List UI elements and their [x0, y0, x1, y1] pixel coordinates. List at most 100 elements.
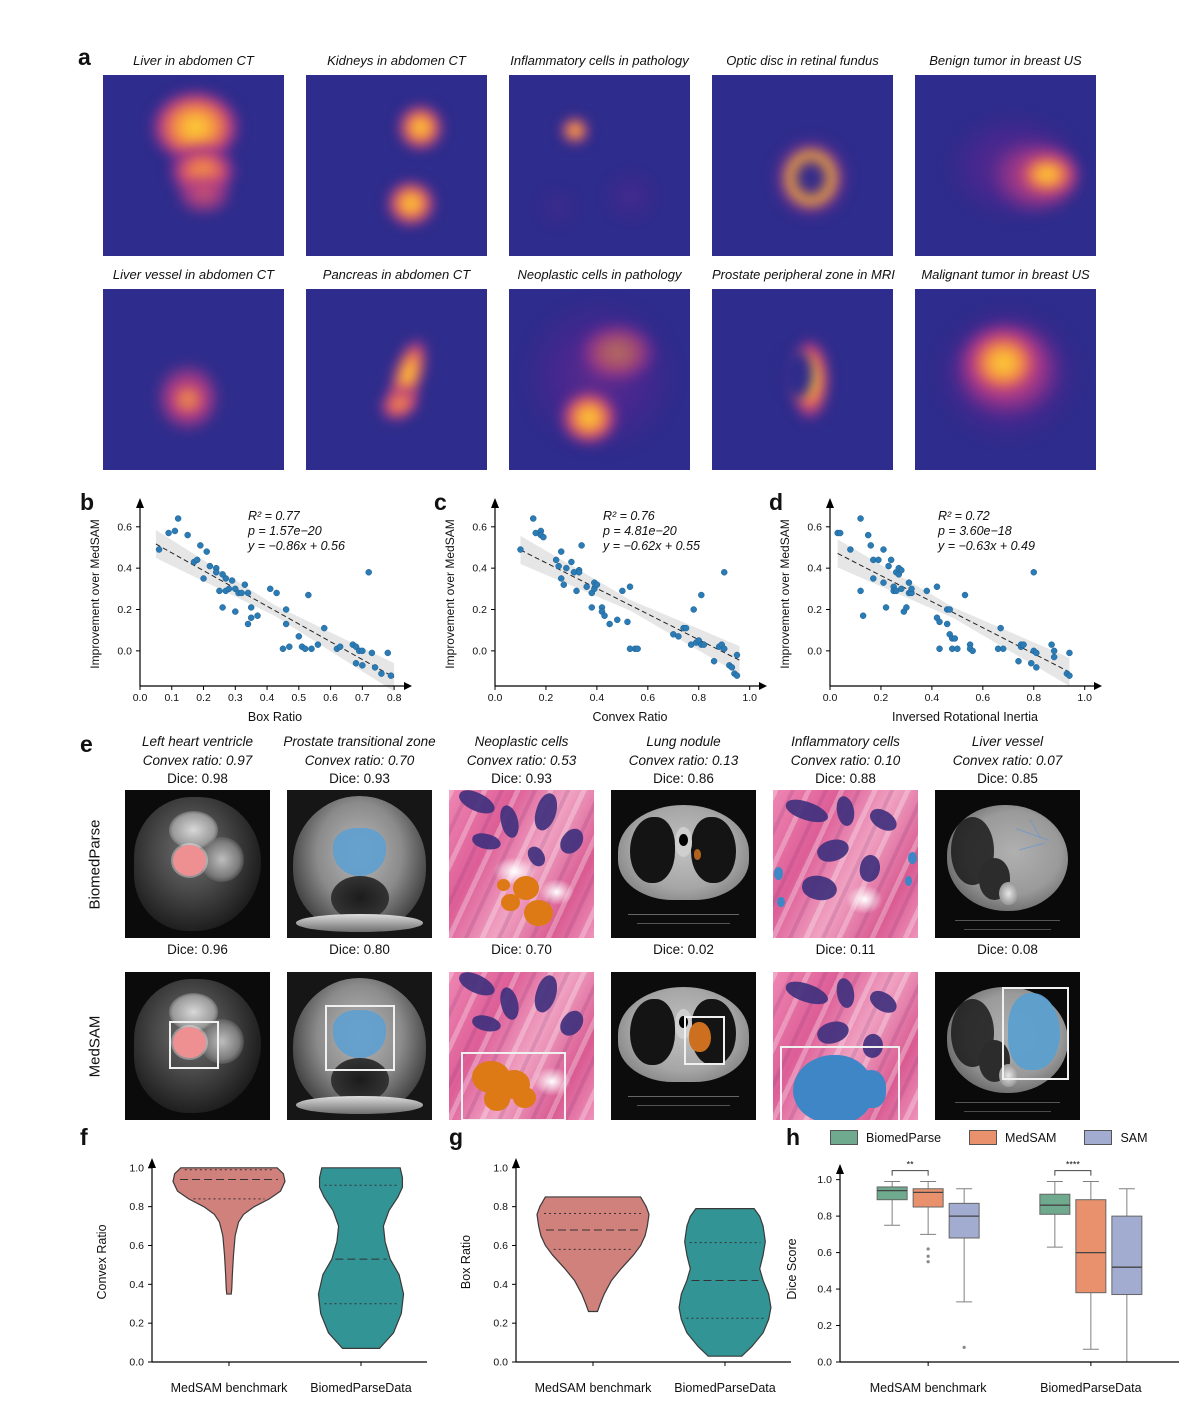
- panel-g-letter: g: [449, 1124, 464, 1150]
- svg-text:0.6: 0.6: [807, 521, 822, 533]
- svg-text:0.6: 0.6: [641, 692, 656, 704]
- heatmap-malignant-tumor-in-breast-us: [915, 289, 1096, 470]
- medsam-neoplastic-cells-image: [449, 972, 594, 1120]
- svg-text:0.4: 0.4: [817, 1284, 832, 1296]
- e-col-header: Lung nodule Convex ratio: 0.13 Dice: 0.8…: [628, 734, 739, 787]
- svg-text:Inversed Rotational Inertia: Inversed Rotational Inertia: [892, 710, 1038, 724]
- dice-score-legend: BiomedParse MedSAM SAM: [830, 1130, 1148, 1145]
- svg-text:0.3: 0.3: [228, 692, 243, 704]
- svg-text:1.0: 1.0: [1077, 692, 1092, 704]
- svg-text:0.8: 0.8: [817, 1211, 832, 1223]
- svg-text:0.6: 0.6: [129, 1240, 144, 1252]
- svg-text:Box Ratio: Box Ratio: [459, 1235, 473, 1289]
- violin-box-ratio: 0.0 0.2 0.4 0.6 0.8 1.0 MedSAM benchmark Biomed…: [456, 1148, 801, 1405]
- heatmap-title-inflammatory: Inflammatory cells in pathology: [510, 53, 689, 68]
- svg-text:p = 4.81e−20: p = 4.81e−20: [602, 524, 677, 538]
- medsam-inflammatory-cells-image: [773, 972, 918, 1120]
- heatmap-title-liver: Liver in abdomen CT: [133, 53, 254, 68]
- svg-text:p = 3.60e−18: p = 3.60e−18: [937, 524, 1012, 538]
- svg-text:0.8: 0.8: [387, 692, 402, 704]
- heatmap-title-liver-vessel: Liver vessel in abdomen CT: [112, 267, 275, 282]
- svg-text:**: **: [907, 1160, 915, 1170]
- heatmap-title-kidneys: Kidneys in abdomen CT: [327, 53, 466, 68]
- violin-convex-ratio: 0.0 0.2 0.4 0.6 0.8 1.0 MedSAM benchmark Biomed…: [92, 1148, 437, 1405]
- heatmap-title-neoplastic: Neoplastic cells in pathology: [517, 267, 682, 282]
- svg-text:0.0: 0.0: [807, 645, 822, 657]
- svg-text:y = −0.63x + 0.49: y = −0.63x + 0.49: [937, 539, 1035, 553]
- heatmap-pancreas-in-abdomen-ct: [306, 289, 487, 470]
- heatmap-title-malignant-tumor: Malignant tumor in breast US: [921, 267, 1090, 282]
- svg-text:Improvement over MedSAM: Improvement over MedSAM: [88, 519, 102, 668]
- svg-text:0.0: 0.0: [117, 645, 132, 657]
- dice-label: Dice: 0.08: [977, 942, 1038, 957]
- svg-text:0.6: 0.6: [323, 692, 338, 704]
- svg-text:1.0: 1.0: [493, 1162, 508, 1174]
- svg-text:0.4: 0.4: [493, 1279, 508, 1291]
- svg-text:0.2: 0.2: [117, 604, 132, 616]
- svg-text:0.4: 0.4: [807, 563, 822, 575]
- svg-text:BiomedParseData: BiomedParseData: [674, 1381, 775, 1395]
- svg-text:0.0: 0.0: [817, 1357, 832, 1369]
- medsam-left-heart-ventricle-image: [125, 972, 270, 1120]
- svg-text:R² = 0.72: R² = 0.72: [938, 509, 990, 523]
- svg-text:0.6: 0.6: [493, 1240, 508, 1252]
- legend-item-sam: SAM: [1084, 1130, 1148, 1145]
- svg-text:0.2: 0.2: [493, 1318, 508, 1330]
- svg-text:0.6: 0.6: [817, 1247, 832, 1259]
- svg-text:Improvement over MedSAM: Improvement over MedSAM: [443, 519, 457, 668]
- biomedparse-inflammatory-cells-image: [773, 790, 918, 938]
- svg-text:0.4: 0.4: [590, 692, 605, 704]
- svg-text:R² = 0.76: R² = 0.76: [603, 509, 655, 523]
- biomedparse-left-heart-ventricle-image: [125, 790, 270, 938]
- svg-text:MedSAM benchmark: MedSAM benchmark: [535, 1381, 652, 1395]
- svg-text:0.4: 0.4: [925, 692, 940, 704]
- medsam-liver-vessel-image: [935, 972, 1080, 1120]
- svg-text:1.0: 1.0: [817, 1174, 832, 1186]
- svg-text:0.0: 0.0: [472, 645, 487, 657]
- svg-text:0.4: 0.4: [472, 563, 487, 575]
- svg-text:MedSAM benchmark: MedSAM benchmark: [870, 1381, 987, 1395]
- legend-item-medsam: MedSAM: [969, 1130, 1056, 1145]
- panel-d-letter: d: [769, 489, 784, 515]
- panel-b-letter: b: [80, 489, 95, 515]
- legend-swatch-medsam: [969, 1130, 998, 1145]
- svg-text:0.8: 0.8: [691, 692, 706, 704]
- e-col-header: Neoplastic cells Convex ratio: 0.53 Dice…: [466, 734, 577, 787]
- svg-text:0.2: 0.2: [807, 604, 822, 616]
- scatter-box-ratio: 0.0 0.1 0.2 0.3 0.4 0.5 0.6 0.7 0.8 0.0 0.2 0.4 0.6 R…: [86, 494, 424, 731]
- svg-text:0.0: 0.0: [488, 692, 503, 704]
- heatmap-kidneys-in-abdomen-ct: [306, 75, 487, 256]
- biomedparse-neoplastic-cells-image: [449, 790, 594, 938]
- biomedparse-lung-nodule-image: [611, 790, 756, 938]
- medsam-prostate-transitional-zone-image: [287, 972, 432, 1120]
- dice-label: Dice: 0.02: [653, 942, 714, 957]
- svg-text:0.4: 0.4: [129, 1279, 144, 1291]
- scatter-inversed-rotational-inertia: 0.0 0.2 0.4 0.6 0.8 1.0 0.0 0.2 0.4 0.6 R² = 0.72 p…: [776, 494, 1114, 731]
- heatmap-title-prostate-pz: Prostate peripheral zone in MRI: [712, 267, 895, 282]
- svg-text:0.8: 0.8: [1026, 692, 1041, 704]
- biomedparse-prostate-transitional-zone-image: [287, 790, 432, 938]
- legend-item-biomedparse: BiomedParse: [830, 1130, 941, 1145]
- dice-label: Dice: 0.70: [491, 942, 552, 957]
- e-col-header: Left heart ventricle Convex ratio: 0.97 …: [141, 734, 254, 787]
- svg-text:0.5: 0.5: [292, 692, 307, 704]
- dice-label: Dice: 0.96: [167, 942, 228, 957]
- svg-text:y = −0.62x + 0.55: y = −0.62x + 0.55: [602, 539, 700, 553]
- svg-text:0.4: 0.4: [260, 692, 275, 704]
- panel-f-letter: f: [80, 1124, 88, 1150]
- svg-text:****: ****: [1066, 1160, 1081, 1170]
- svg-text:0.4: 0.4: [117, 563, 132, 575]
- svg-text:0.0: 0.0: [493, 1357, 508, 1369]
- e-col-header: Inflammatory cells Convex ratio: 0.10 Di…: [790, 734, 901, 787]
- svg-text:Box Ratio: Box Ratio: [248, 710, 302, 724]
- svg-text:0.0: 0.0: [133, 692, 148, 704]
- dice-label: Dice: 0.11: [815, 942, 876, 957]
- svg-text:0.2: 0.2: [874, 692, 889, 704]
- heatmap-inflammatory-cells-in-pathology: [509, 75, 690, 256]
- e-col-header: Liver vessel Convex ratio: 0.07 Dice: 0.…: [952, 734, 1063, 787]
- svg-text:0.8: 0.8: [493, 1201, 508, 1213]
- svg-text:p = 1.57e−20: p = 1.57e−20: [247, 524, 322, 538]
- medsam-lung-nodule-image: [611, 972, 756, 1120]
- row-label-medsam: MedSAM: [86, 1015, 104, 1077]
- svg-text:0.2: 0.2: [472, 604, 487, 616]
